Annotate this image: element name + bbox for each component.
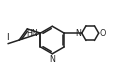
Text: N: N: [75, 29, 81, 38]
Text: N: N: [49, 55, 55, 64]
Text: O: O: [100, 29, 106, 38]
Text: HN: HN: [27, 29, 38, 38]
Text: I: I: [7, 33, 9, 42]
